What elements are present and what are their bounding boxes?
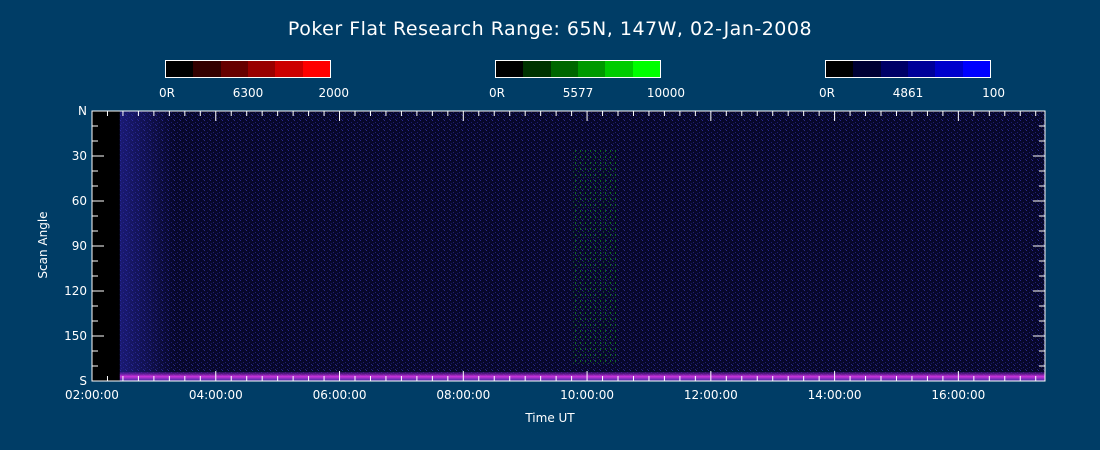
plot-axes bbox=[91, 110, 1046, 382]
colorbar-5577-name-label: 5577 bbox=[562, 86, 594, 100]
colorbar-swatch bbox=[605, 61, 633, 77]
colorbar-swatch bbox=[577, 61, 606, 77]
colorbar-5577: 0R 5577 10000 bbox=[489, 60, 685, 100]
y-tick-label: 120 bbox=[64, 284, 87, 298]
colorbar-swatch bbox=[826, 61, 854, 77]
plot-features bbox=[119, 148, 1045, 381]
x-tick-labels: 02:00:00 04:00:00 06:00:00 08:00:00 10:00:00… bbox=[65, 388, 985, 402]
colorbar-swatch bbox=[880, 61, 908, 77]
colorbar-swatch bbox=[962, 61, 990, 77]
colorbar-5577-max-label: 10000 bbox=[646, 86, 685, 100]
x-tick-label: 12:00:00 bbox=[684, 388, 738, 402]
y-axis-label: Scan Angle bbox=[36, 211, 50, 279]
y-tick-label: S bbox=[79, 374, 87, 388]
x-tick-label: 04:00:00 bbox=[189, 388, 243, 402]
x-tick-label: 10:00:00 bbox=[560, 388, 614, 402]
x-tick-label: 14:00:00 bbox=[808, 388, 862, 402]
colorbar-4861-min-label: 0R bbox=[819, 86, 835, 100]
colorbar-swatch bbox=[275, 61, 303, 77]
colorbar-6300-strip bbox=[165, 60, 331, 78]
colorbar-6300-max-label: 2000 bbox=[318, 86, 349, 100]
y-tick-labels: N 30 60 90 120 150 S bbox=[64, 104, 87, 388]
green-aurora-patch bbox=[571, 148, 619, 366]
x-tick-label: 16:00:00 bbox=[931, 388, 985, 402]
colorbar-4861-max-label: 100 bbox=[982, 86, 1005, 100]
colorbar-swatch bbox=[247, 61, 276, 77]
colorbar-swatch bbox=[550, 61, 578, 77]
y-tick-label: 150 bbox=[64, 329, 87, 343]
colorbar-swatch bbox=[853, 61, 881, 77]
colorbar-swatch bbox=[166, 61, 194, 77]
y-tick-label: 30 bbox=[72, 149, 87, 163]
y-tick-label: 90 bbox=[72, 239, 87, 253]
chart-title: Poker Flat Research Range: 65N, 147W, 02… bbox=[287, 18, 813, 40]
x-axis-label: Time UT bbox=[525, 411, 575, 425]
colorbar-swatch bbox=[496, 61, 524, 77]
colorbar-swatch bbox=[632, 61, 660, 77]
x-tick-label: 06:00:00 bbox=[313, 388, 367, 402]
y-tick-label: 60 bbox=[72, 194, 87, 208]
colorbar-swatch bbox=[193, 61, 221, 77]
colorbar-4861-name-label: 4861 bbox=[892, 86, 924, 100]
colorbar-4861-strip bbox=[825, 60, 991, 78]
horizon-band bbox=[119, 372, 1045, 381]
colorbar-5577-min-label: 0R bbox=[489, 86, 505, 100]
colorbar-swatch bbox=[523, 61, 551, 77]
x-tick-label: 08:00:00 bbox=[436, 388, 490, 402]
colorbar-5577-strip bbox=[495, 60, 661, 78]
colorbar-6300-min-label: 0R bbox=[159, 86, 175, 100]
y-tick-label: N bbox=[78, 104, 87, 118]
colorbar-swatch bbox=[907, 61, 936, 77]
colorbar-swatch bbox=[935, 61, 963, 77]
colorbar-swatch bbox=[220, 61, 248, 77]
colorbar-swatch bbox=[302, 61, 330, 77]
keogram-dawn-glow bbox=[119, 111, 175, 381]
colorbar-6300: 0R 6300 2000 bbox=[159, 60, 349, 100]
x-tick-label: 02:00:00 bbox=[65, 388, 119, 402]
colorbar-6300-name-label: 6300 bbox=[232, 86, 264, 100]
colorbar-4861: 0R 4861 100 bbox=[819, 60, 1005, 100]
plot-background bbox=[92, 111, 1045, 381]
